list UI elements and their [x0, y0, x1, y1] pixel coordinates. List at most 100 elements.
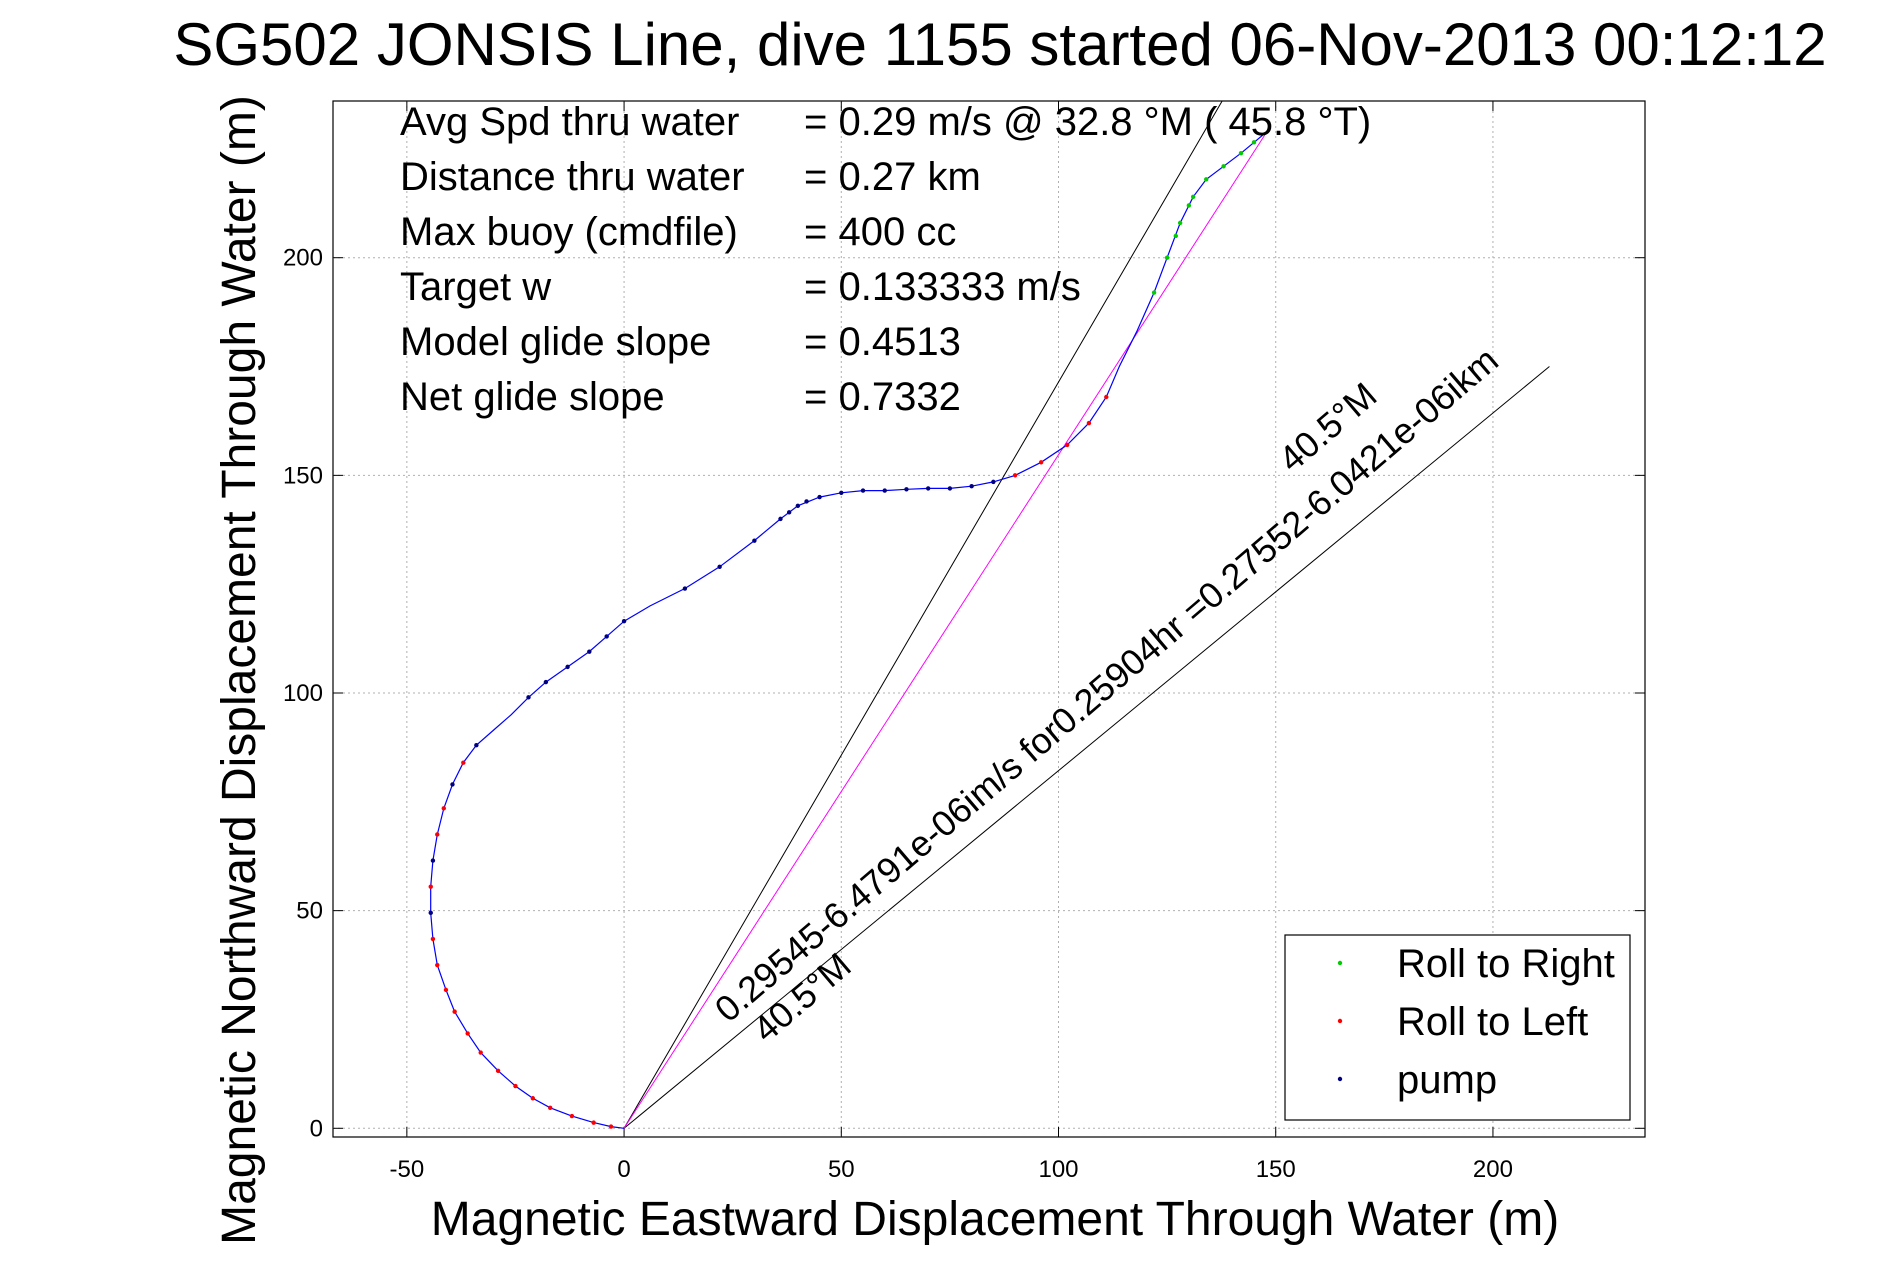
axis-ticks: -50 0 50 100 150 200 0 50 100 150 200	[283, 101, 1645, 1183]
x-tick-label: -50	[390, 1156, 425, 1183]
pump-marker	[543, 679, 549, 685]
roll-left-marker	[591, 1120, 596, 1125]
pump-marker	[587, 649, 592, 654]
stat-label: Avg Spd thru water	[400, 100, 739, 144]
x-tick-label: 100	[1038, 1156, 1078, 1183]
legend-label: Roll to Right	[1397, 942, 1615, 986]
stat-value: = 0.29 m/s @ 32.8 °M ( 45.8 °T)	[804, 100, 1371, 144]
pump-marker	[450, 782, 455, 787]
pump-marker	[604, 634, 609, 639]
y-tick-label: 150	[283, 462, 323, 489]
roll-right-marker	[1186, 203, 1192, 208]
chart-title: SG502 JONSIS Line, dive 1155 started 06-…	[173, 11, 1826, 78]
stat-value: = 0.133333 m/s	[804, 265, 1081, 309]
reference-line	[623, 131, 1268, 1129]
pump-marker	[860, 488, 866, 493]
roll-left-marker	[495, 1068, 501, 1074]
roll-left-marker	[1012, 473, 1018, 478]
track-markers	[428, 140, 1257, 1129]
x-tick-label: 200	[1473, 1156, 1513, 1183]
roll-left-marker	[430, 936, 436, 942]
legend-label: pump	[1397, 1058, 1497, 1102]
roll-left-marker	[530, 1096, 536, 1101]
pump-marker	[565, 664, 570, 670]
stat-label: Max buoy (cmdfile)	[400, 210, 738, 254]
roll-left-marker	[443, 987, 449, 993]
roll-left-marker	[478, 1050, 483, 1055]
roll-left-marker	[569, 1113, 575, 1119]
x-tick-label: 150	[1256, 1156, 1296, 1183]
stat-value: = 0.4513	[804, 320, 961, 364]
legend-swatch	[1337, 960, 1343, 966]
x-tick-label: 0	[617, 1156, 630, 1183]
roll-right-marker	[1190, 194, 1196, 199]
roll-left-marker	[428, 884, 433, 889]
pump-marker	[991, 479, 996, 485]
roll-left-marker	[1038, 460, 1044, 465]
roll-right-marker	[1151, 290, 1157, 295]
pump-marker	[925, 486, 931, 491]
pump-marker	[817, 494, 822, 500]
stat-value: = 400 cc	[804, 210, 956, 254]
roll-right-marker	[1221, 164, 1226, 169]
roll-left-marker	[465, 1031, 470, 1036]
roll-left-marker	[608, 1124, 614, 1129]
legend-swatch	[1337, 1018, 1343, 1024]
pump-marker	[682, 586, 688, 591]
pump-marker	[904, 487, 909, 492]
y-axis-title: Magnetic Northward Displacement Through …	[213, 95, 266, 1245]
x-axis-title: Magnetic Eastward Displacement Through W…	[431, 1193, 1559, 1246]
roll-left-marker	[435, 832, 440, 837]
pump-marker	[839, 490, 844, 495]
y-tick-label: 0	[310, 1115, 323, 1142]
roll-right-marker	[1164, 255, 1170, 260]
roll-left-marker	[435, 962, 440, 968]
y-tick-label: 200	[283, 245, 323, 272]
pump-marker	[947, 486, 953, 491]
legend-swatch	[1337, 1076, 1343, 1082]
stat-value: = 0.27 km	[804, 155, 981, 199]
grid-lines	[333, 101, 1645, 1137]
y-tick-label: 100	[283, 680, 323, 707]
roll-left-marker	[548, 1105, 553, 1111]
pump-marker	[621, 618, 627, 624]
pump-marker	[969, 484, 974, 489]
reference-line	[623, 101, 1223, 1129]
pump-marker	[786, 510, 792, 515]
dive-stats: Avg Spd thru water = 0.29 m/s @ 32.8 °M (…	[400, 100, 1371, 419]
stat-value: = 0.7332	[804, 375, 961, 419]
pump-marker	[778, 516, 783, 522]
x-tick-label: 50	[828, 1156, 855, 1183]
roll-right-marker	[1173, 233, 1179, 239]
pump-marker	[526, 695, 531, 700]
pump-marker	[717, 564, 722, 569]
stat-label: Model glide slope	[400, 320, 711, 364]
legend-label: Roll to Left	[1397, 1000, 1588, 1044]
pump-marker	[430, 858, 436, 863]
stat-label: Target w	[400, 265, 551, 309]
stat-label: Net glide slope	[400, 375, 665, 419]
roll-left-marker	[441, 806, 446, 811]
pump-marker	[804, 499, 809, 504]
pump-marker	[474, 743, 479, 748]
roll-left-marker	[513, 1083, 518, 1089]
roll-right-marker	[1251, 140, 1257, 145]
roll-left-marker	[1104, 394, 1109, 400]
pump-marker	[795, 503, 801, 509]
roll-right-marker	[1204, 177, 1209, 182]
roll-left-marker	[1064, 442, 1070, 448]
roll-left-marker	[461, 760, 466, 765]
legend-box	[1284, 934, 1631, 1121]
stat-label: Distance thru water	[400, 155, 745, 199]
pump-marker	[752, 538, 757, 543]
reference-lines	[623, 101, 1550, 1129]
pump-marker	[882, 488, 887, 493]
legend: Roll to Right Roll to Left pump	[1284, 934, 1631, 1121]
roll-right-marker	[1238, 151, 1244, 156]
pump-marker	[428, 910, 433, 916]
roll-right-marker	[1177, 220, 1183, 226]
roll-left-marker	[1086, 420, 1092, 426]
roll-left-marker	[452, 1009, 457, 1014]
y-tick-label: 50	[296, 898, 323, 925]
